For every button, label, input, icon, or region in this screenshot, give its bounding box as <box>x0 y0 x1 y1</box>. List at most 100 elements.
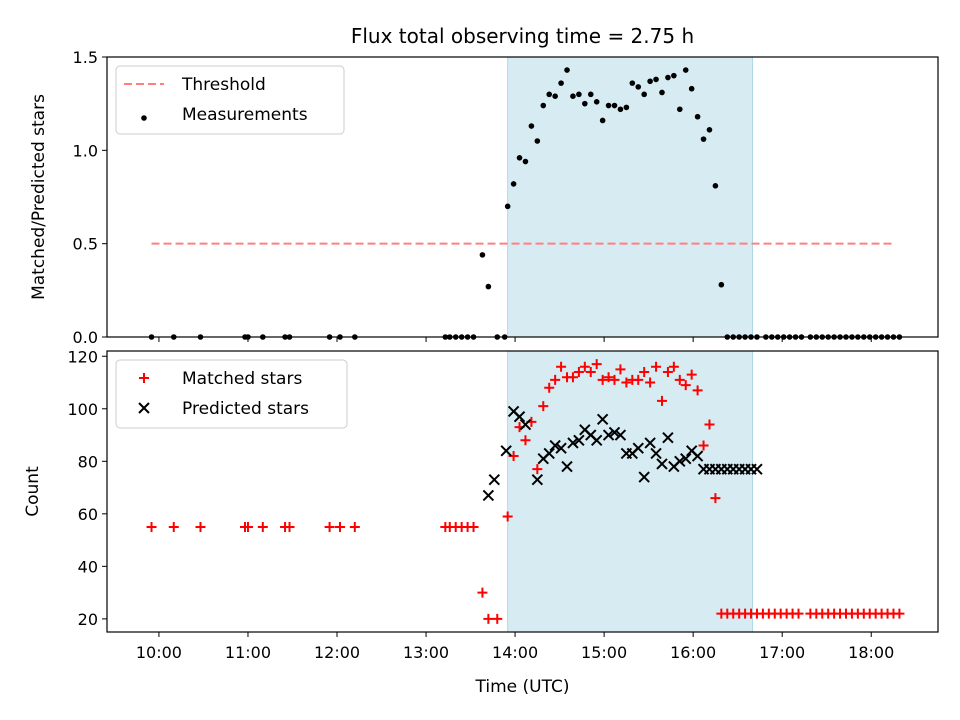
series-predicted-stars <box>482 405 763 502</box>
x-tick-label: 13:00 <box>403 643 449 662</box>
data-point <box>629 80 636 86</box>
data-point <box>587 91 594 98</box>
legend-label: Threshold <box>181 75 266 95</box>
data-point <box>477 587 488 598</box>
data-point <box>549 439 561 452</box>
data-point <box>650 447 662 460</box>
data-point <box>688 85 695 92</box>
data-point <box>596 413 609 425</box>
data-point <box>550 374 561 385</box>
data-point <box>531 473 544 486</box>
x-tick-label: 14:00 <box>492 643 538 662</box>
chart-title: Flux total observing time = 2.75 h <box>351 24 694 48</box>
data-point <box>668 361 679 372</box>
data-point <box>793 608 804 619</box>
data-point <box>676 106 683 113</box>
x-tick-label: 16:00 <box>670 643 716 662</box>
data-point <box>468 521 479 532</box>
data-point <box>656 395 667 406</box>
data-point <box>718 281 725 288</box>
y-tick-label: 60 <box>78 505 98 524</box>
data-point <box>324 521 335 532</box>
data-point <box>543 447 555 460</box>
data-point <box>492 613 503 624</box>
legend: Threshold Measurements <box>115 65 345 135</box>
legend-box <box>115 359 348 429</box>
data-point <box>516 155 523 161</box>
data-point <box>602 429 615 441</box>
data-point <box>632 442 644 454</box>
data-point <box>349 521 360 532</box>
data-point <box>546 91 553 98</box>
data-point <box>582 100 588 107</box>
data-point <box>534 138 541 144</box>
legend-matched-swatch <box>139 373 149 383</box>
x-tick-label: 15:00 <box>581 643 627 662</box>
data-point <box>644 437 656 449</box>
data-point <box>532 464 543 475</box>
legend-measurements-swatch <box>141 115 147 121</box>
data-point <box>621 377 632 388</box>
data-point <box>585 367 596 378</box>
data-point <box>561 460 573 473</box>
data-point <box>579 361 590 372</box>
data-point <box>608 426 621 439</box>
y-tick-label: 1.5 <box>73 48 98 67</box>
data-point <box>519 418 532 431</box>
y-axis-label: Matched/Predicted stars <box>29 94 49 300</box>
x-tick-label: 12:00 <box>314 643 360 662</box>
legend-label: Measurements <box>182 105 308 125</box>
data-point <box>674 455 686 468</box>
data-point <box>680 452 692 465</box>
x-axis-label: Time (UTC) <box>475 677 570 697</box>
data-point <box>659 89 665 96</box>
data-point <box>528 123 535 129</box>
data-point <box>334 521 345 532</box>
legend-label: Predicted stars <box>182 399 309 419</box>
data-point <box>653 76 659 83</box>
data-point <box>242 521 253 532</box>
data-point <box>552 93 558 99</box>
data-point <box>567 437 579 449</box>
y-tick-label: 40 <box>78 557 98 576</box>
data-point <box>704 419 715 430</box>
data-point <box>576 91 582 98</box>
top-panel: 0.0 0.5 1.0 1.5 Matched/Predicted stars Flux … <box>29 24 939 347</box>
data-point <box>593 99 600 105</box>
data-point <box>488 473 501 486</box>
axes-frame <box>106 56 939 338</box>
data-point <box>520 435 531 446</box>
data-point <box>502 511 513 522</box>
legend-predicted-swatch <box>138 402 150 414</box>
y-tick-label: 20 <box>78 610 98 629</box>
data-point <box>146 521 157 532</box>
data-point <box>894 608 905 619</box>
y-tick-label: 80 <box>78 452 98 471</box>
data-point <box>623 104 630 111</box>
data-point <box>692 385 703 396</box>
shaded-interval <box>507 56 754 338</box>
data-point <box>482 489 495 502</box>
data-point <box>656 458 668 470</box>
data-point <box>691 450 704 462</box>
data-point <box>647 78 653 85</box>
data-point <box>284 521 295 532</box>
data-point <box>645 377 656 388</box>
data-point <box>555 442 567 454</box>
data-point <box>611 102 618 109</box>
series-matched-stars <box>146 359 905 624</box>
data-point <box>597 374 608 385</box>
data-point <box>710 493 721 504</box>
data-point <box>633 374 644 385</box>
data-point <box>603 372 614 383</box>
bottom-panel: 20 40 60 80 100 120 10:00 11:00 12:00 13:00 14:00 1… <box>23 347 939 697</box>
x-tick-label: 18:00 <box>848 643 894 662</box>
data-point <box>694 113 701 120</box>
data-point <box>570 93 576 99</box>
data-point <box>680 380 691 391</box>
data-point <box>540 102 547 109</box>
x-tick-label: 17:00 <box>759 643 805 662</box>
data-point <box>614 429 627 441</box>
data-point <box>635 84 642 90</box>
data-point <box>700 136 707 142</box>
